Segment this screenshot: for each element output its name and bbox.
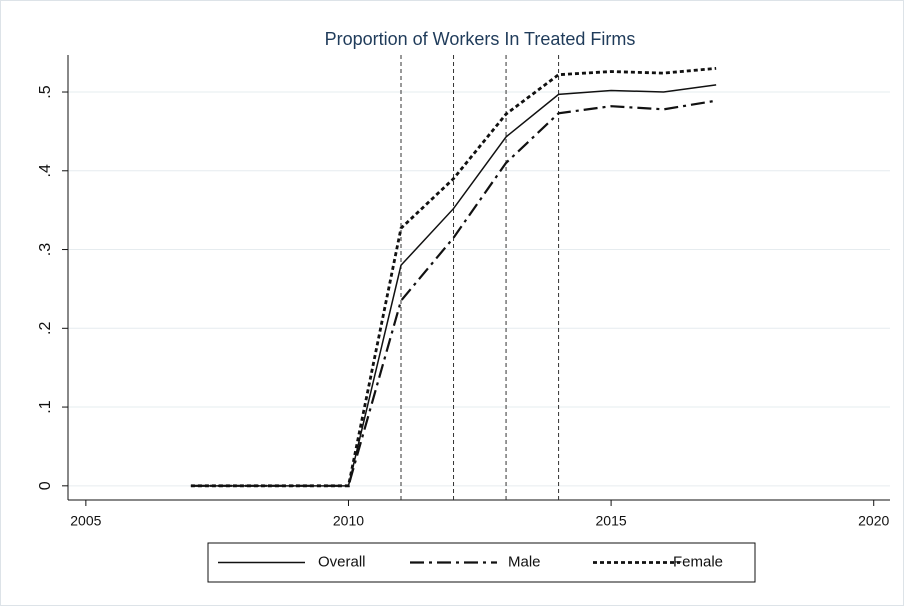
y-tick-label: .1 [37, 400, 54, 413]
y-tick-label: .2 [37, 322, 54, 335]
x-tick-label: 2005 [70, 513, 101, 529]
x-tick-label: 2020 [858, 513, 889, 529]
y-tick-label: .3 [37, 243, 54, 256]
y-tick-label: 0 [37, 481, 54, 490]
series-line [190, 66, 717, 488]
legend-label: Female [673, 553, 723, 570]
y-tick-label: .5 [37, 85, 54, 98]
x-tick-label: 2010 [333, 513, 364, 529]
x-tick-label: 2015 [596, 513, 627, 529]
legend-label: Overall [318, 553, 366, 570]
legend-label: Male [508, 553, 541, 570]
chart-title: Proportion of Workers In Treated Firms [325, 29, 636, 49]
y-tick-label: .4 [37, 164, 54, 177]
